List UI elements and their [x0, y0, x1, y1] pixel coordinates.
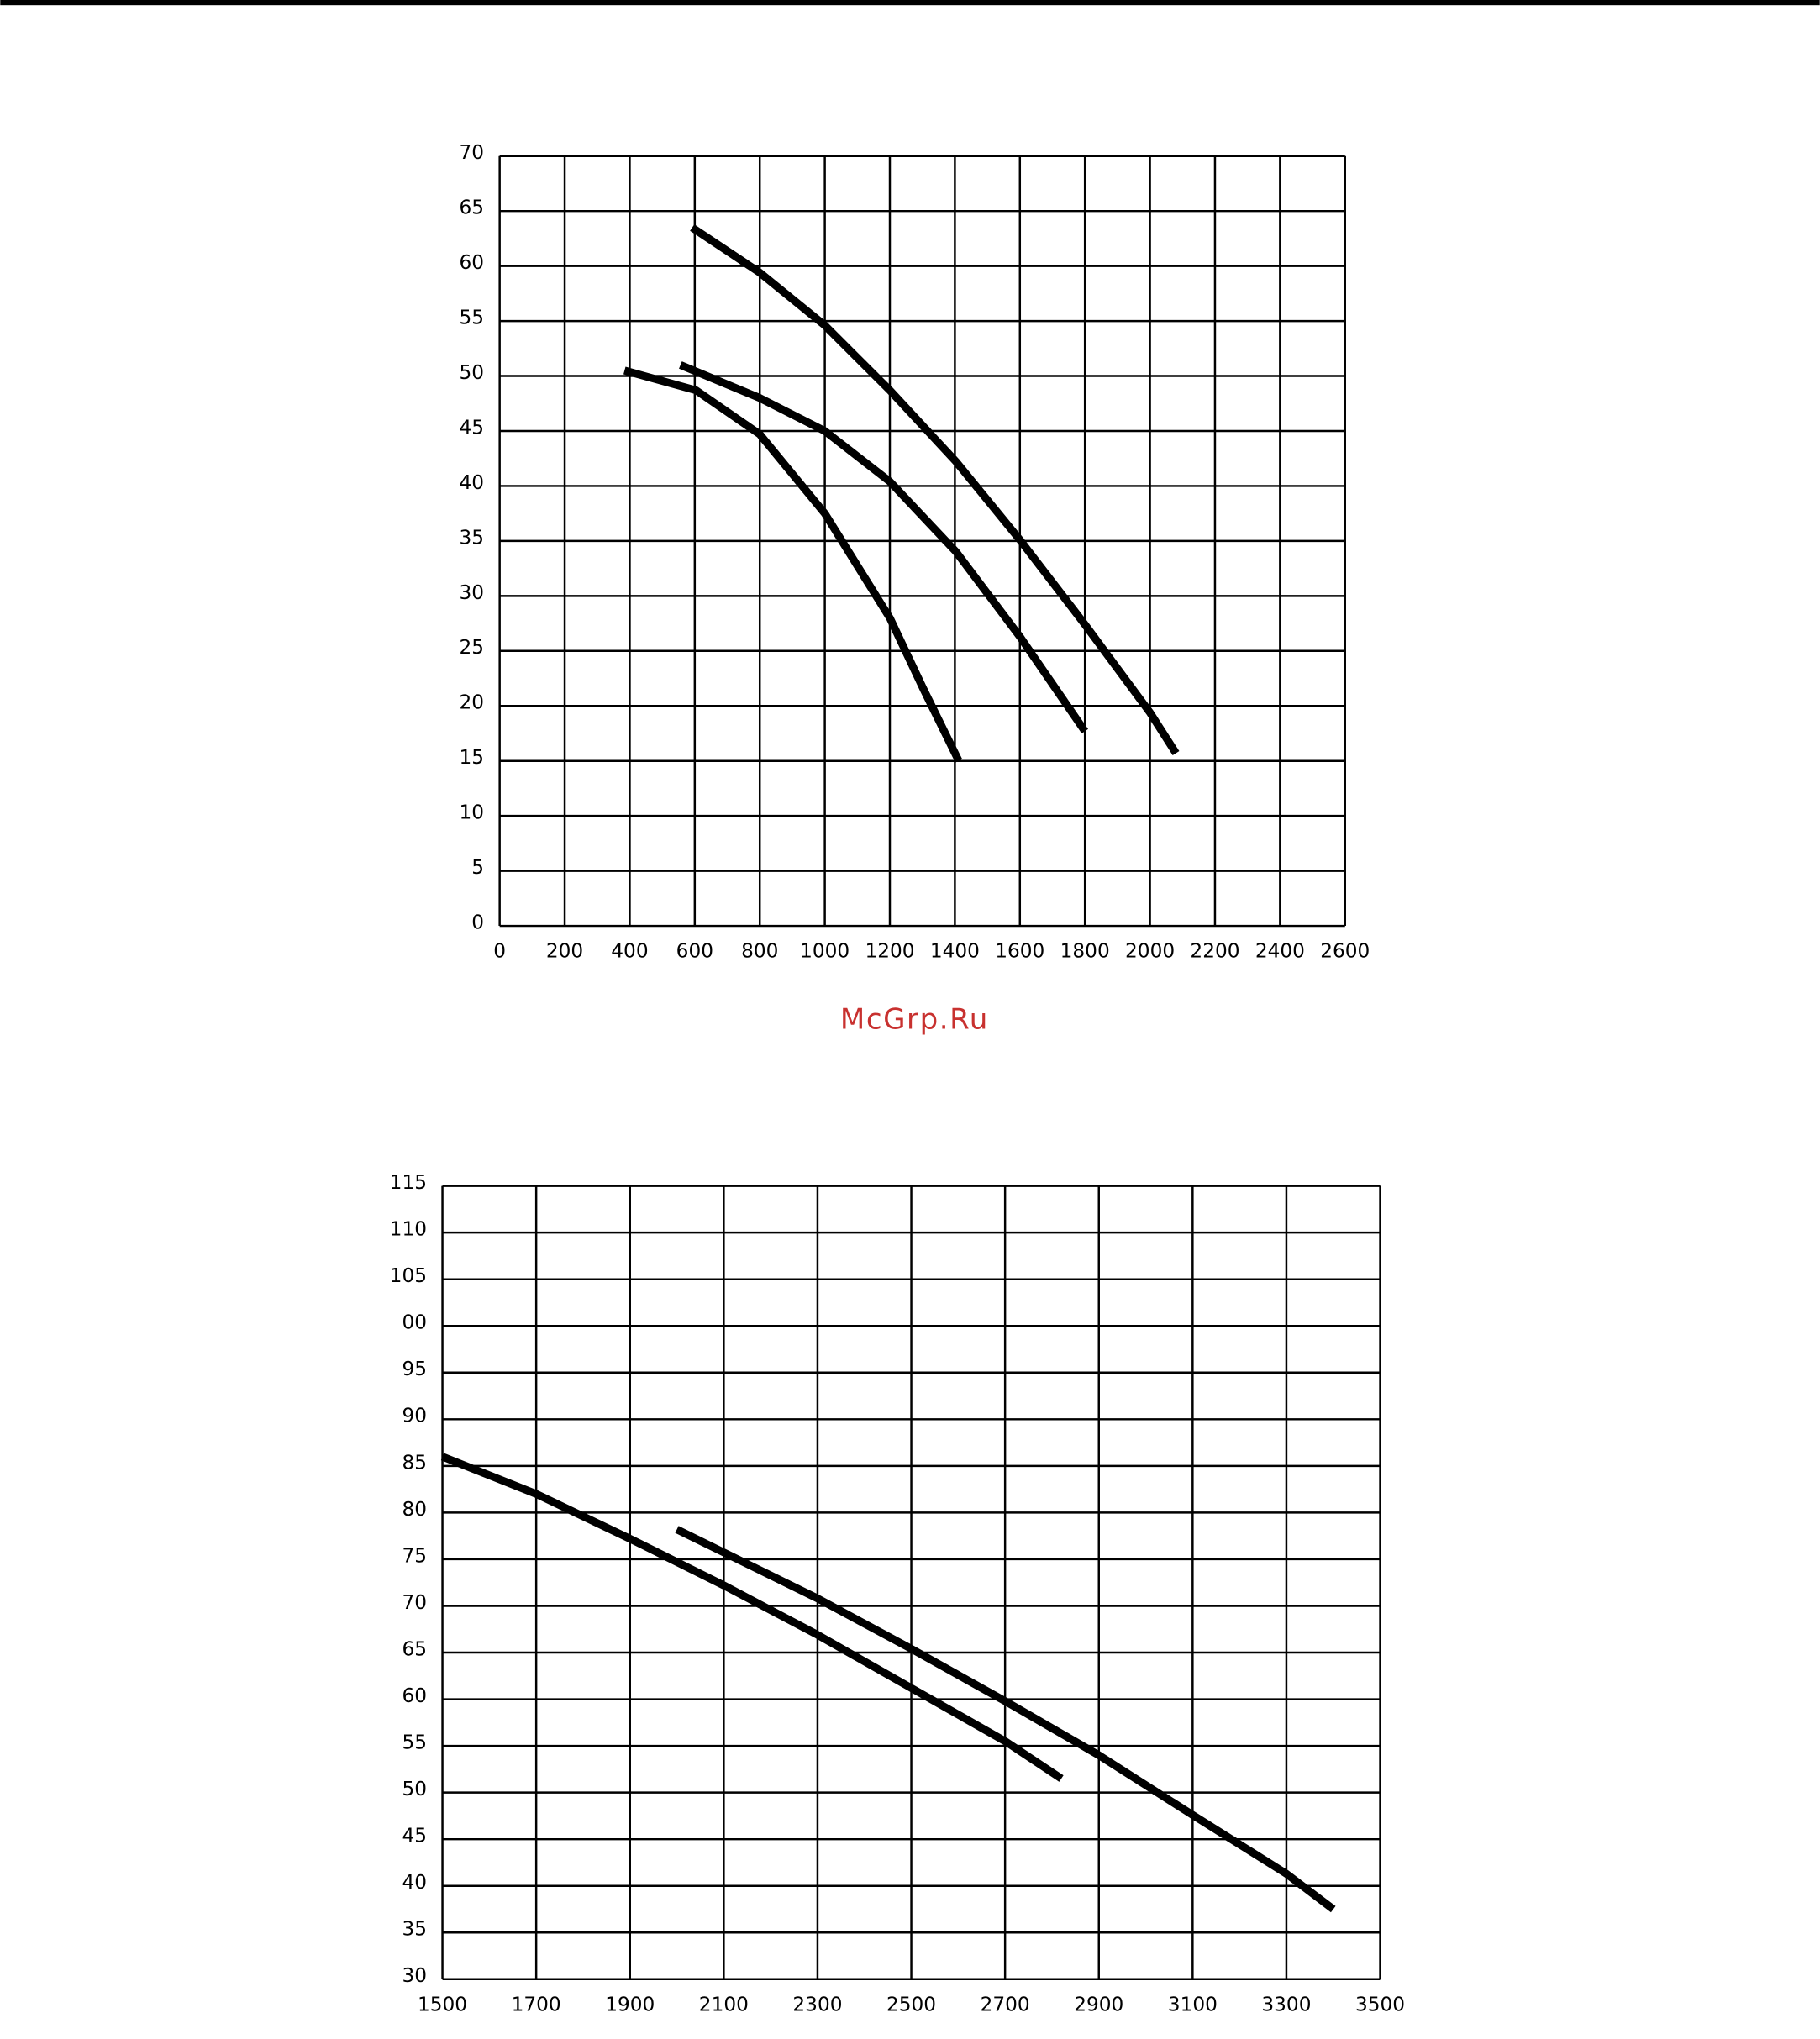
y-tick-label: 15 — [460, 746, 485, 769]
x-tick-label: 600 — [676, 940, 713, 963]
y-tick-label: 65 — [402, 1637, 427, 1660]
y-tick-label: 55 — [460, 306, 485, 328]
y-tick-label: 70 — [402, 1591, 427, 1614]
x-tick-label: 2900 — [1074, 1993, 1123, 2015]
x-tick-label: 3500 — [1355, 1993, 1405, 2015]
y-tick-label: 105 — [390, 1264, 427, 1287]
x-tick-label: 2700 — [981, 1993, 1030, 2015]
curve — [675, 1526, 1336, 1913]
x-tick-label: 2400 — [1255, 940, 1305, 963]
x-tick-label: 2100 — [699, 1993, 749, 2015]
x-tick-label: 1600 — [995, 940, 1044, 963]
y-tick-label: 20 — [460, 691, 485, 714]
y-tick-label: 110 — [390, 1218, 427, 1241]
y-tick-label: 60 — [460, 251, 485, 274]
y-tick-label: 70 — [460, 141, 485, 164]
x-tick-label: 3300 — [1261, 1993, 1311, 2015]
x-tick-label: 3100 — [1168, 1993, 1218, 2015]
y-tick-label: 5 — [471, 856, 484, 879]
y-tick-label: 35 — [402, 1918, 427, 1941]
x-tick-label: 2600 — [1320, 940, 1370, 963]
y-tick-label: 50 — [402, 1778, 427, 1800]
x-tick-label: 2300 — [792, 1993, 842, 2015]
y-tick-label: 35 — [460, 526, 485, 549]
x-tick-label: 2200 — [1190, 940, 1239, 963]
y-tick-label: 95 — [402, 1358, 427, 1380]
y-tick-label: 10 — [460, 801, 485, 824]
curve — [623, 366, 963, 763]
y-tick-label: 75 — [402, 1544, 427, 1567]
x-tick-label: 1200 — [865, 940, 914, 963]
watermark: McGrp.Ru — [840, 1003, 989, 1037]
y-tick-label: 60 — [402, 1684, 427, 1707]
x-tick-label: 1500 — [418, 1993, 467, 2015]
y-tick-label: 0 — [471, 911, 484, 933]
y-tick-label: 40 — [402, 1871, 427, 1894]
x-tick-label: 1400 — [930, 940, 980, 963]
x-tick-label: 1800 — [1060, 940, 1110, 963]
y-tick-label: 45 — [402, 1825, 427, 1847]
x-tick-label: 1700 — [512, 1993, 561, 2015]
y-tick-label: 85 — [402, 1451, 427, 1474]
y-tick-label: 30 — [402, 1964, 427, 1987]
y-tick-label: 115 — [390, 1171, 427, 1194]
y-tick-label: 80 — [402, 1498, 427, 1521]
x-tick-label: 0 — [493, 940, 506, 963]
y-tick-label: 50 — [460, 361, 485, 384]
y-tick-label: 40 — [460, 471, 485, 494]
top-rule — [0, 0, 1820, 6]
y-tick-label: 30 — [460, 581, 485, 604]
x-tick-label: 2000 — [1125, 940, 1175, 963]
x-tick-label: 2500 — [886, 1993, 936, 2015]
y-tick-label: 90 — [402, 1405, 427, 1427]
curve — [440, 1453, 1064, 1782]
x-tick-label: 1000 — [800, 940, 850, 963]
y-tick-label: 25 — [460, 636, 485, 659]
x-tick-label: 1900 — [605, 1993, 655, 2015]
y-tick-label: 00 — [402, 1311, 427, 1334]
x-tick-label: 400 — [611, 940, 648, 963]
y-tick-label: 65 — [460, 197, 485, 219]
curve — [679, 361, 1089, 733]
y-tick-label: 55 — [402, 1732, 427, 1754]
x-tick-label: 200 — [546, 940, 583, 963]
y-tick-label: 45 — [460, 416, 485, 439]
curve — [690, 223, 1180, 756]
x-tick-label: 800 — [741, 940, 778, 963]
